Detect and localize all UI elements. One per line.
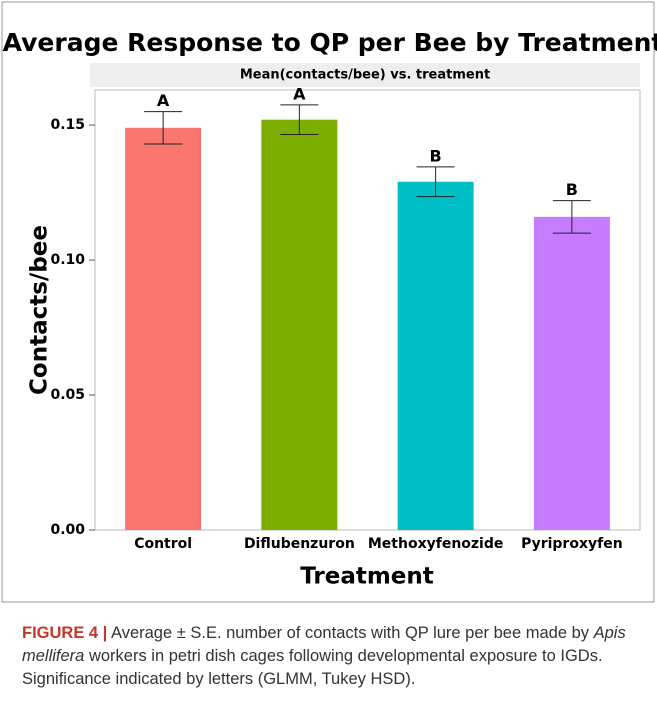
caption-text: workers in petri dish cages following de… bbox=[22, 647, 603, 688]
significance-letter: A bbox=[157, 91, 170, 110]
chart: Average Response to QP per Bee by Treatm… bbox=[1, 1, 657, 603]
y-tick-label: 0.00 bbox=[50, 522, 85, 538]
chart-title: Average Response to QP per Bee by Treatm… bbox=[3, 28, 657, 57]
significance-letter: B bbox=[566, 180, 578, 199]
y-tick-label: 0.05 bbox=[50, 387, 85, 403]
caption-text: Average ± S.E. number of contacts with Q… bbox=[110, 624, 594, 642]
y-tick-label: 0.10 bbox=[50, 252, 85, 268]
figure-border bbox=[1, 1, 655, 603]
bar bbox=[397, 181, 474, 530]
bar bbox=[125, 127, 202, 530]
bar bbox=[261, 119, 338, 531]
chart-subtitle: Mean(contacts/bee) vs. treatment bbox=[240, 68, 490, 83]
bar bbox=[533, 216, 610, 531]
x-axis-label: Treatment bbox=[300, 564, 434, 590]
x-tick-label: Methoxyfenozide bbox=[368, 536, 504, 552]
y-axis-label: Contacts/bee bbox=[27, 225, 53, 395]
plot-frame bbox=[94, 89, 641, 531]
caption-label: FIGURE 4 | bbox=[22, 624, 108, 642]
figure-caption: FIGURE 4 | Average ± S.E. number of cont… bbox=[22, 622, 637, 691]
x-tick-label: Pyriproxyfen bbox=[521, 536, 623, 552]
y-tick-label: 0.15 bbox=[50, 117, 85, 133]
x-tick-label: Control bbox=[134, 536, 192, 552]
x-tick-label: Diflubenzuron bbox=[244, 536, 355, 552]
significance-letter: B bbox=[430, 146, 442, 165]
significance-letter: A bbox=[293, 84, 306, 103]
caption-species: Apis mellifera bbox=[22, 624, 626, 665]
subtitle-band bbox=[90, 63, 640, 87]
